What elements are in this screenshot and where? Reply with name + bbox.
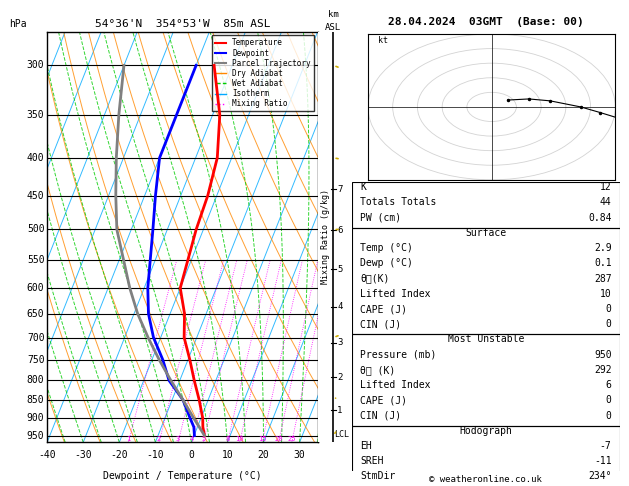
Text: kt: kt bbox=[378, 36, 388, 45]
Text: -11: -11 bbox=[594, 456, 611, 466]
Text: Totals Totals: Totals Totals bbox=[360, 197, 437, 208]
Text: CAPE (J): CAPE (J) bbox=[360, 304, 407, 314]
Text: hPa: hPa bbox=[9, 19, 27, 29]
Text: -7: -7 bbox=[600, 441, 611, 451]
Text: K: K bbox=[360, 182, 366, 192]
Bar bbox=[352, 334, 620, 426]
Text: 287: 287 bbox=[594, 274, 611, 283]
Text: 850: 850 bbox=[27, 395, 45, 405]
Text: 550: 550 bbox=[27, 255, 45, 265]
Text: ASL: ASL bbox=[325, 22, 342, 32]
Text: Surface: Surface bbox=[465, 228, 506, 238]
Text: 800: 800 bbox=[27, 375, 45, 385]
Text: 900: 900 bbox=[27, 413, 45, 423]
Text: km: km bbox=[328, 10, 339, 19]
Text: 44: 44 bbox=[600, 197, 611, 208]
Text: -30: -30 bbox=[74, 450, 92, 460]
Text: 20: 20 bbox=[258, 450, 269, 460]
Text: 10: 10 bbox=[235, 436, 244, 442]
Text: 500: 500 bbox=[27, 225, 45, 234]
Text: 54°36'N  354°53'W  85m ASL: 54°36'N 354°53'W 85m ASL bbox=[94, 19, 270, 29]
Text: 600: 600 bbox=[27, 283, 45, 293]
Text: 300: 300 bbox=[27, 60, 45, 70]
Text: 950: 950 bbox=[27, 431, 45, 441]
Text: 750: 750 bbox=[27, 355, 45, 364]
Text: 0: 0 bbox=[606, 319, 611, 329]
Text: 3: 3 bbox=[176, 436, 181, 442]
Text: Dewpoint / Temperature (°C): Dewpoint / Temperature (°C) bbox=[103, 471, 262, 482]
Text: Mixing Ratio (g/kg): Mixing Ratio (g/kg) bbox=[321, 190, 330, 284]
Text: EH: EH bbox=[360, 441, 372, 451]
Text: 4: 4 bbox=[190, 436, 194, 442]
Text: Lifted Index: Lifted Index bbox=[360, 289, 431, 299]
Text: CIN (J): CIN (J) bbox=[360, 319, 401, 329]
Text: 650: 650 bbox=[27, 309, 45, 319]
Text: 7: 7 bbox=[337, 185, 343, 193]
Text: 450: 450 bbox=[27, 191, 45, 201]
Text: 400: 400 bbox=[27, 153, 45, 163]
Text: 0.1: 0.1 bbox=[594, 259, 611, 268]
Text: 10: 10 bbox=[600, 289, 611, 299]
Text: Pressure (mb): Pressure (mb) bbox=[360, 349, 437, 360]
Text: 0: 0 bbox=[606, 411, 611, 420]
Text: θᴇ (K): θᴇ (K) bbox=[360, 365, 396, 375]
Text: 700: 700 bbox=[27, 332, 45, 343]
Text: 8: 8 bbox=[226, 436, 230, 442]
Text: CIN (J): CIN (J) bbox=[360, 411, 401, 420]
Text: Temp (°C): Temp (°C) bbox=[360, 243, 413, 253]
Text: 5: 5 bbox=[201, 436, 206, 442]
Text: 5: 5 bbox=[337, 265, 343, 274]
Text: PW (cm): PW (cm) bbox=[360, 213, 401, 223]
Text: 6: 6 bbox=[606, 380, 611, 390]
Legend: Temperature, Dewpoint, Parcel Trajectory, Dry Adiabat, Wet Adiabat, Isotherm, Mi: Temperature, Dewpoint, Parcel Trajectory… bbox=[211, 35, 314, 111]
Text: 950: 950 bbox=[594, 349, 611, 360]
Text: 0: 0 bbox=[606, 395, 611, 405]
Text: © weatheronline.co.uk: © weatheronline.co.uk bbox=[430, 474, 542, 484]
Text: 2: 2 bbox=[337, 373, 343, 382]
Text: 0.84: 0.84 bbox=[588, 213, 611, 223]
Text: 28.04.2024  03GMT  (Base: 00): 28.04.2024 03GMT (Base: 00) bbox=[388, 17, 584, 27]
Text: 1: 1 bbox=[126, 436, 130, 442]
Text: 0: 0 bbox=[606, 304, 611, 314]
Text: CAPE (J): CAPE (J) bbox=[360, 395, 407, 405]
Text: 20: 20 bbox=[274, 436, 283, 442]
Bar bbox=[352, 228, 620, 334]
Text: 12: 12 bbox=[600, 182, 611, 192]
Text: 2.9: 2.9 bbox=[594, 243, 611, 253]
Bar bbox=[352, 426, 620, 486]
Text: Most Unstable: Most Unstable bbox=[448, 334, 524, 345]
Text: SREH: SREH bbox=[360, 456, 384, 466]
Text: -20: -20 bbox=[111, 450, 128, 460]
Text: 4: 4 bbox=[337, 302, 343, 311]
Text: 6: 6 bbox=[337, 226, 343, 235]
Text: Hodograph: Hodograph bbox=[459, 426, 513, 436]
Text: Lifted Index: Lifted Index bbox=[360, 380, 431, 390]
Text: LCL: LCL bbox=[334, 431, 348, 439]
Bar bbox=[352, 182, 620, 228]
Text: 15: 15 bbox=[258, 436, 267, 442]
Text: θᴇ(K): θᴇ(K) bbox=[360, 274, 389, 283]
Text: 2: 2 bbox=[157, 436, 161, 442]
Text: 0: 0 bbox=[189, 450, 194, 460]
Text: -10: -10 bbox=[147, 450, 164, 460]
Text: 25: 25 bbox=[287, 436, 296, 442]
Text: StmDir: StmDir bbox=[360, 471, 396, 482]
Text: -40: -40 bbox=[38, 450, 56, 460]
Text: 292: 292 bbox=[594, 365, 611, 375]
Text: 3: 3 bbox=[337, 338, 343, 347]
Text: 30: 30 bbox=[294, 450, 306, 460]
Text: Dewp (°C): Dewp (°C) bbox=[360, 259, 413, 268]
Text: 234°: 234° bbox=[588, 471, 611, 482]
Text: 350: 350 bbox=[27, 110, 45, 120]
Text: 10: 10 bbox=[221, 450, 233, 460]
Text: 1: 1 bbox=[337, 406, 343, 415]
